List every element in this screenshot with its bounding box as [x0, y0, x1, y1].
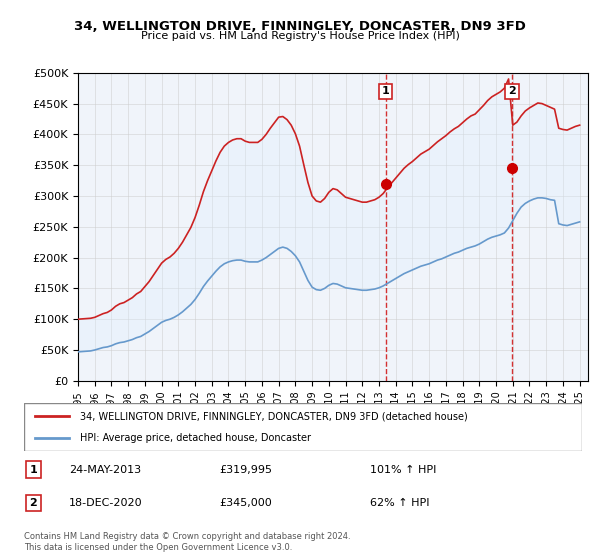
Text: 18-DEC-2020: 18-DEC-2020: [68, 498, 142, 508]
FancyBboxPatch shape: [24, 403, 582, 451]
Text: Contains HM Land Registry data © Crown copyright and database right 2024.
This d: Contains HM Land Registry data © Crown c…: [24, 532, 350, 552]
Text: 62% ↑ HPI: 62% ↑ HPI: [370, 498, 430, 508]
Text: HPI: Average price, detached house, Doncaster: HPI: Average price, detached house, Donc…: [80, 433, 311, 443]
Text: 34, WELLINGTON DRIVE, FINNINGLEY, DONCASTER, DN9 3FD (detached house): 34, WELLINGTON DRIVE, FINNINGLEY, DONCAS…: [80, 411, 467, 421]
Text: 1: 1: [382, 86, 389, 96]
Text: 101% ↑ HPI: 101% ↑ HPI: [370, 465, 436, 475]
Text: £319,995: £319,995: [220, 465, 272, 475]
Text: 24-MAY-2013: 24-MAY-2013: [68, 465, 141, 475]
Text: 1: 1: [29, 465, 37, 475]
Text: £345,000: £345,000: [220, 498, 272, 508]
Text: 2: 2: [508, 86, 516, 96]
Text: 2: 2: [29, 498, 37, 508]
Text: Price paid vs. HM Land Registry's House Price Index (HPI): Price paid vs. HM Land Registry's House …: [140, 31, 460, 41]
Text: 34, WELLINGTON DRIVE, FINNINGLEY, DONCASTER, DN9 3FD: 34, WELLINGTON DRIVE, FINNINGLEY, DONCAS…: [74, 20, 526, 32]
